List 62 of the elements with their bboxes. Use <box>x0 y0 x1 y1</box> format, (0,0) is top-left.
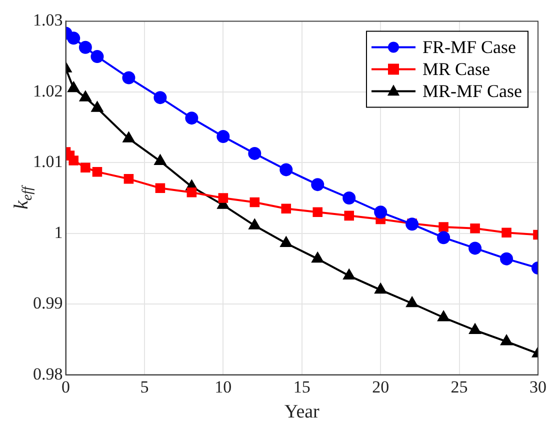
point <box>80 91 92 102</box>
x-axis-title: Year <box>284 402 320 423</box>
point <box>67 32 80 45</box>
point <box>122 132 134 142</box>
point <box>250 197 260 208</box>
point <box>92 166 102 177</box>
point <box>500 252 514 266</box>
y-tick-label: 0.98 <box>33 364 63 384</box>
point <box>280 163 293 176</box>
point <box>406 296 418 308</box>
point <box>218 193 228 203</box>
y-tick-label: 0.99 <box>33 294 63 313</box>
x-tick-label: 0 <box>62 377 70 396</box>
point <box>311 178 324 192</box>
point <box>281 204 292 214</box>
point <box>469 324 481 334</box>
point <box>154 91 167 104</box>
x-tick-label: 10 <box>214 377 232 396</box>
y-tick-label: 1 <box>54 222 63 242</box>
point <box>312 252 324 263</box>
point <box>186 187 197 198</box>
point <box>91 102 103 112</box>
point <box>185 112 198 125</box>
point <box>312 207 323 218</box>
y-tick-label: 1.02 <box>33 81 63 100</box>
point <box>68 156 79 166</box>
point <box>502 228 512 238</box>
point <box>154 154 166 165</box>
y-tick-label: 1.01 <box>33 152 63 172</box>
x-tick-label: 30 <box>530 377 546 396</box>
y-axis-title: keff <box>10 184 36 210</box>
point <box>343 269 355 280</box>
point <box>374 283 386 294</box>
point <box>80 162 90 172</box>
x-tick-label: 25 <box>450 377 468 396</box>
point <box>438 311 450 322</box>
x-tick-label: 15 <box>293 377 310 396</box>
x-tick-label: 5 <box>140 377 149 396</box>
point <box>470 224 480 234</box>
point <box>500 335 512 346</box>
point <box>438 222 448 232</box>
point <box>155 183 166 193</box>
point <box>374 206 388 219</box>
legend-label: MR Case <box>422 58 490 79</box>
y-tick-label: 1.03 <box>33 10 63 30</box>
point <box>248 146 262 160</box>
point <box>122 71 136 84</box>
legend-label: FR-MF Case <box>422 36 516 57</box>
point <box>248 219 260 230</box>
point <box>406 218 419 231</box>
legend-label: MR-MF Case <box>422 80 522 101</box>
point <box>68 82 80 92</box>
point <box>216 130 230 143</box>
point <box>124 174 134 184</box>
x-tick-label: 20 <box>372 377 390 396</box>
point <box>342 192 356 204</box>
point <box>468 242 482 255</box>
point <box>280 236 292 248</box>
point <box>344 210 354 221</box>
point <box>437 231 450 244</box>
point <box>78 40 92 54</box>
point <box>90 50 104 64</box>
